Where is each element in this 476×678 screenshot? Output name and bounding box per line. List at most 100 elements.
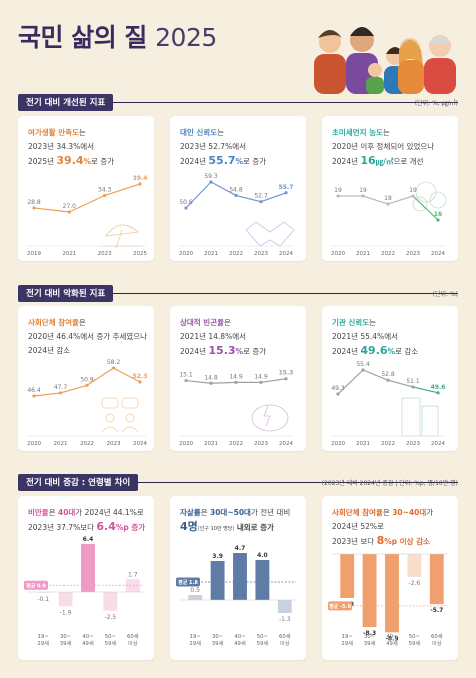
bar-value-label: -2.5 (105, 614, 117, 621)
data-point (436, 391, 440, 395)
data-point (361, 194, 365, 198)
category-label: 19~ (38, 634, 49, 640)
card-relative-poverty-text: 상대적 빈곤율은 2021년 14.8%에서 2024년 15.3%로 증가 (180, 318, 267, 357)
card-fine-dust-text: 초미세먼지 농도는 2020년 이후 정체되어 있었으나 2024년 16㎍/㎥… (332, 128, 435, 167)
x-tick-label: 2020 (331, 441, 345, 447)
bar (255, 560, 270, 600)
line-segment (235, 194, 262, 203)
category-label: 이상 (128, 639, 138, 647)
bar-value-label: -5.7 (430, 607, 443, 614)
card-institutional-trust-text: 기관 신뢰도는 2021년 55.4%에서 2024년 49.6%로 감소 (332, 318, 419, 357)
data-point (259, 380, 263, 384)
x-tick-label: 2021 (54, 441, 68, 447)
x-tick-label: 2019 (27, 251, 41, 257)
x-tick-label: 2021 (204, 251, 218, 257)
data-label: 28.8 (27, 199, 41, 206)
data-point (209, 381, 213, 385)
bar-value-label: -8.9 (385, 635, 398, 642)
section-age-label: 전기 대비 증감 : 연령별 차이 (18, 474, 139, 491)
line-segment (412, 386, 439, 394)
section-worsened: 전기 대비 악화된 지표 (18, 285, 458, 302)
card-interpersonal-trust: 대인 신뢰도는 2023년 52.7%에서 2024년 55.7%로 증가 50… (170, 116, 306, 261)
unit-worsened: (단위: %) (432, 291, 458, 298)
category-label: 49세 (234, 639, 246, 647)
x-tick-label: 2024 (431, 441, 445, 447)
data-label: 50.6 (179, 199, 193, 206)
category-label: 40~ (82, 634, 93, 640)
line-segment (210, 381, 237, 384)
bar (36, 592, 51, 593)
data-point (234, 380, 238, 384)
data-point (184, 206, 188, 210)
unit-age: (2023년 대비 2024년 증감 | 단위: %p, 명/10만 명) (321, 480, 458, 487)
chart-leisure: 28.8 2019 27.0 2021 34.3 2023 39.4 2025 (27, 175, 147, 257)
data-point (284, 191, 288, 195)
card-social-participation: 사회단체 참여율은 2020년 46.4%에서 증가 추세였으나 2024년 감… (18, 306, 154, 451)
bar (103, 592, 118, 611)
category-label: 39세 (364, 639, 376, 647)
line-segment (337, 369, 364, 395)
chart-suicide: 0.5 19~29세 3.9 30~39세 4.7 40~49세 4.0 50~59세 -1.3… (176, 545, 296, 647)
category-label: 30~ (364, 634, 375, 640)
category-label: 60세 (431, 632, 443, 640)
data-point (386, 378, 390, 382)
card-leisure-text: 여가생활 만족도는 2023년 34.3%에서 2025년 39.4%로 증가 (28, 128, 115, 167)
x-tick-label: 2022 (229, 251, 243, 257)
card-relative-poverty: 상대적 빈곤율은 2021년 14.8%에서 2024년 15.3%로 증가 1… (170, 306, 306, 451)
line-segment (113, 367, 141, 383)
bar-value-label: 1.7 (128, 571, 138, 578)
line-segment (260, 192, 287, 203)
data-point (336, 392, 340, 396)
data-label: 46.4 (27, 387, 41, 394)
x-tick-label: 2023 (107, 441, 121, 447)
category-label: 50~ (105, 634, 116, 640)
bar (233, 553, 247, 600)
line-segment (387, 195, 414, 205)
data-label: 55.4 (356, 361, 370, 368)
category-label: 39세 (60, 639, 72, 647)
card-suicide: 자살률은 30대~50대가 전년 대비 4명(인구 10만 명당) 내외로 증가… (170, 496, 306, 660)
x-tick-label: 2025 (133, 251, 147, 257)
card-suicide-text: 자살률은 30대~50대가 전년 대비 4명(인구 10만 명당) 내외로 증가 (180, 508, 291, 533)
bar-value-label: 6.4 (83, 536, 94, 543)
category-label: 39세 (212, 639, 224, 647)
category-label: 19~ (342, 634, 353, 640)
data-point (259, 200, 263, 204)
card-social-participation-age: 사회단체 참여율은 30~40대가 2024년 52%로 2023년 보다 8%… (322, 496, 458, 660)
x-tick-label: 2020 (179, 251, 193, 257)
chart-institutional-trust: 49.3 2020 55.4 2021 52.8 2022 51.1 2023 49.6 2024 (331, 361, 445, 447)
people-illustration (314, 27, 456, 94)
average-label: 평균 1.8 (178, 579, 198, 586)
card-obesity-text: 비만율은 40대가 2024년 44.1%로 2023년 37.7%보다 6.4… (28, 508, 146, 533)
data-point (32, 394, 36, 398)
data-label: 16 (434, 211, 442, 218)
data-label: 18 (384, 195, 392, 202)
category-label: 이상 (280, 639, 290, 647)
data-label: 47.7 (54, 384, 68, 391)
section-worsened-label: 전기 대비 악화된 지표 (18, 285, 114, 302)
x-tick-label: 2022 (229, 441, 243, 447)
data-point (336, 194, 340, 198)
section-age: 전기 대비 증감 : 연령별 차이 (18, 474, 458, 491)
x-tick-label: 2024 (133, 441, 147, 447)
data-point (234, 193, 238, 198)
bar (277, 600, 292, 613)
data-point (85, 383, 89, 387)
data-point (67, 210, 71, 214)
x-tick-label: 2024 (279, 441, 293, 447)
data-label: 55.7 (279, 184, 294, 191)
bar (429, 554, 444, 605)
data-label: 27.0 (63, 203, 77, 210)
bar (340, 554, 355, 598)
card-obesity: 비만율은 40대가 2024년 44.1%로 2023년 37.7%보다 6.4… (18, 496, 154, 660)
chart-fine-dust: 19 2020 19 2021 18 2022 19 2023 16 2024 (331, 181, 447, 257)
line-segment (69, 194, 105, 213)
page-title: 국민 삶의 질 2025 (18, 23, 217, 52)
card-interpersonal-trust-text: 대인 신뢰도는 2023년 52.7%에서 2024년 55.7%로 증가 (180, 128, 267, 167)
card-institutional-trust: 기관 신뢰도는 2021년 55.4%에서 2024년 49.6%로 감소 49… (322, 306, 458, 451)
chart-social-participation-age: -5.019~29세-8.330~39세-8.940~49세-2.650~59세… (328, 553, 448, 647)
line-segment (387, 379, 414, 388)
chart-relative-poverty: 15.1 2020 14.8 2021 14.9 2022 14.9 2023 15.3 2024 (179, 370, 293, 447)
data-point (32, 206, 36, 210)
x-tick-label: 2021 (62, 251, 76, 257)
